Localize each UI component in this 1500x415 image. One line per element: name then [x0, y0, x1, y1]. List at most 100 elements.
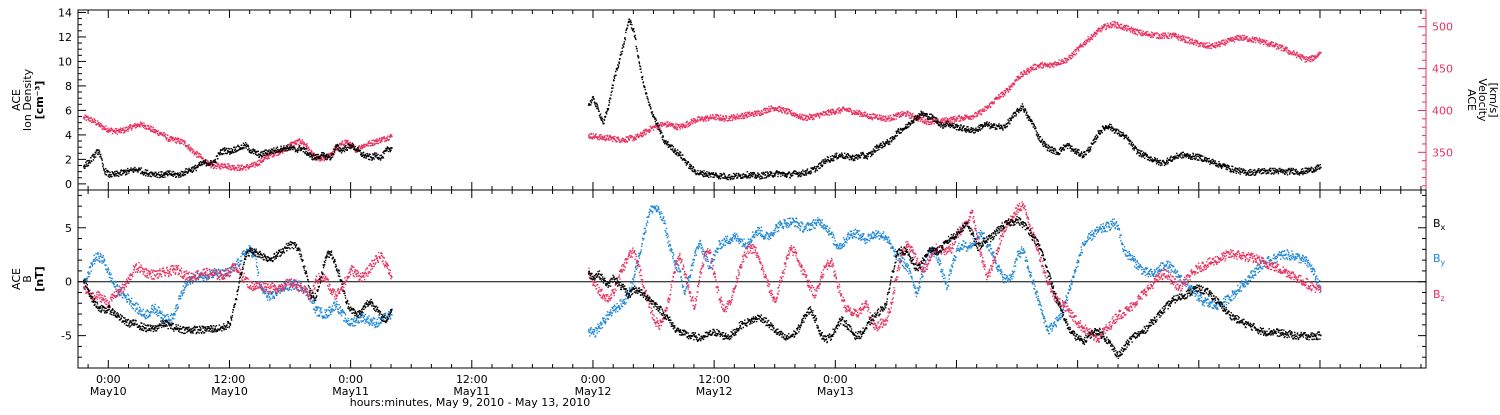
ion-density-point [363, 152, 364, 153]
ion-density-point [871, 153, 873, 155]
ion-density-point [185, 174, 186, 175]
velocity-point [650, 130, 651, 131]
velocity-point [1293, 50, 1294, 51]
ion-density-point [933, 121, 934, 122]
velocity-point [942, 118, 943, 119]
ion-density-point [286, 150, 287, 151]
velocity-point [884, 119, 885, 120]
ion-density-point [878, 149, 879, 150]
velocity-point [982, 108, 983, 109]
ion-density-point [677, 149, 678, 150]
ion-density-point [374, 152, 375, 153]
ion-density-point [237, 145, 238, 146]
ion-density-point [956, 129, 957, 130]
velocity-point [1301, 59, 1302, 60]
velocity-point [637, 134, 638, 135]
ion-density-point [320, 157, 321, 158]
velocity-point [642, 136, 643, 137]
velocity-point [1171, 37, 1172, 38]
ion-density-point [133, 172, 134, 173]
ion-density-point [172, 176, 173, 177]
ion-density-point [206, 165, 207, 166]
velocity-point [716, 119, 717, 120]
ion-density-point [722, 174, 723, 175]
velocity-point [1021, 72, 1022, 73]
ion-density-point [859, 155, 860, 156]
velocity-point [1125, 26, 1126, 27]
velocity-point [105, 125, 106, 126]
ion-density-point [1013, 116, 1014, 117]
velocity-point [950, 119, 951, 120]
velocity-point [299, 138, 300, 139]
ion-density-point [885, 141, 886, 142]
ion-density-point [92, 154, 93, 155]
velocity-point [1209, 47, 1210, 48]
ion-density-point [665, 140, 666, 141]
velocity-point [1229, 40, 1231, 42]
velocity-point [620, 141, 621, 142]
ion-density-point [126, 171, 127, 172]
ion-density-point [334, 150, 335, 151]
velocity-point [1025, 73, 1026, 74]
ion-density-point [316, 154, 317, 155]
ion-density-point [634, 36, 635, 37]
ion-density-point [847, 157, 848, 158]
velocity-point [219, 164, 220, 165]
ion-density-point [263, 153, 264, 154]
ion-density-point [913, 122, 914, 123]
velocity-point [702, 117, 703, 118]
velocity-point [643, 132, 645, 134]
velocity-point [1211, 48, 1212, 49]
ion-density-point [937, 122, 938, 123]
velocity-point [654, 125, 655, 126]
ion-density-point [311, 155, 312, 156]
ion-density-point [818, 166, 819, 167]
ion-density-point [877, 150, 878, 151]
ion-density-point [109, 172, 110, 173]
velocity-point [673, 124, 674, 125]
ion-density-point [919, 117, 920, 118]
velocity-point [1196, 44, 1197, 45]
velocity-point [202, 158, 203, 159]
velocity-point [1082, 46, 1083, 47]
ion-density-point [373, 157, 374, 158]
velocity-point [867, 113, 868, 114]
ion-density-point [215, 159, 216, 160]
velocity-point [95, 120, 96, 121]
ion-density-point [161, 171, 162, 172]
velocity-point [1090, 37, 1091, 38]
velocity-point [1140, 30, 1141, 31]
velocity-point [974, 116, 975, 117]
ion-density-point [684, 159, 685, 160]
top-left-tick-label: 6 [65, 104, 72, 117]
ion-density-point [141, 167, 142, 168]
velocity-point [355, 151, 356, 152]
ion-density-point [625, 32, 626, 33]
velocity-point [642, 133, 643, 134]
ion-density-point [644, 86, 645, 87]
velocity-point [1188, 37, 1189, 38]
velocity-point [1130, 31, 1131, 32]
velocity-point [597, 138, 598, 139]
ion-density-point [281, 148, 282, 149]
ion-density-point [290, 149, 291, 150]
velocity-point [972, 118, 973, 119]
velocity-point [744, 113, 745, 114]
top-panel-frame [78, 10, 1426, 190]
ion-density-point [328, 155, 329, 156]
velocity-point [758, 111, 759, 112]
velocity-point [782, 112, 783, 113]
ion-density-point [762, 174, 763, 175]
ion-density-point [353, 144, 354, 145]
ion-density-point [138, 171, 139, 172]
velocity-point [807, 119, 808, 120]
velocity-point [1264, 39, 1265, 40]
ion-density-point [128, 172, 129, 173]
velocity-point [1107, 23, 1108, 24]
velocity-point [149, 128, 150, 129]
velocity-point [91, 117, 92, 118]
velocity-point [242, 169, 243, 170]
velocity-point [1162, 37, 1163, 38]
velocity-point [898, 114, 899, 115]
velocity-point [604, 135, 605, 136]
